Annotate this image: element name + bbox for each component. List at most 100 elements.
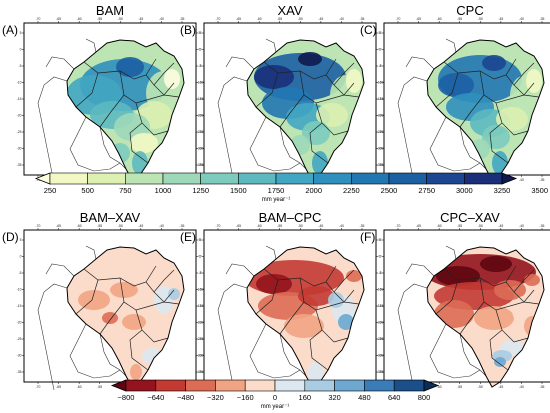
lat-tick-label: -15 [199, 97, 204, 101]
panel-label-c: (C) [360, 23, 377, 37]
country-border [85, 245, 97, 260]
lon-tick-label: -40 [339, 17, 344, 21]
lon-tick-label: -65 [236, 17, 241, 21]
field-contour [482, 125, 510, 149]
colorbar-bin [185, 379, 216, 392]
colorbar-unit: mm year⁻¹ [261, 404, 290, 410]
lon-tick-label: -55 [97, 385, 102, 389]
country-border [265, 245, 277, 260]
lat-tick-label: -20 [17, 114, 22, 118]
lat-tick-label: -15 [17, 97, 22, 101]
state-border [309, 329, 329, 371]
state-border [495, 102, 529, 136]
state-border [145, 269, 175, 293]
colorbar-bin [87, 172, 126, 185]
field-contour [302, 121, 330, 145]
panel-c: (C) CPC -70-70-65-65-60-60-55-55-50-50-4… [360, 3, 550, 184]
lon-tick-label: -65 [56, 224, 61, 228]
panel-label-b: (B) [180, 23, 196, 37]
panel-e: (E) BAM–CPC -70-70-65-65-60-60-55-55-50-… [180, 210, 384, 391]
lat-tick-label: -5 [199, 271, 202, 275]
colorbar-tick-label: 480 [358, 393, 371, 402]
country-outline [246, 39, 365, 181]
state-border [459, 301, 485, 335]
country-border [217, 283, 248, 391]
colorbar-tick-label: 2250 [343, 186, 360, 195]
state-border [315, 309, 349, 343]
panel-label-e: (E) [180, 230, 196, 244]
colorbar-tick-label: 160 [299, 393, 312, 402]
colorbar-tick-label: 750 [119, 186, 132, 195]
lon-tick-label: -50 [118, 224, 123, 228]
lon-tick-label: -50 [298, 17, 303, 21]
map-frame-f: -70-70-65-65-60-60-55-55-50-50-45-45-40-… [377, 224, 550, 391]
field-contour [480, 256, 512, 272]
colorbar-arrow-high [423, 379, 440, 392]
lat-tick-label: -35 [199, 370, 204, 374]
field-contour [308, 362, 324, 382]
lat-tick-label: 0 [200, 255, 202, 259]
country-border [429, 116, 481, 172]
lat-tick-label: 0 [380, 48, 382, 52]
lat-tick-label: 5 [200, 238, 202, 242]
lon-tick-label: -50 [478, 17, 483, 21]
panel-title-a: BAM [96, 3, 124, 18]
lon-tick-label: -35 [360, 17, 365, 21]
colorbar-tick-label: −320 [207, 393, 224, 402]
colorbar-bin [426, 172, 465, 185]
lat-tick-label: -25 [17, 130, 22, 134]
lat-tick-label: -25 [377, 130, 382, 134]
country-border [225, 56, 255, 70]
state-border [153, 289, 175, 303]
country-border [249, 323, 301, 379]
lat-tick-label: -30 [379, 354, 384, 358]
panel-d: (D) BAM–XAV -70-70-65-65-60-60-55-55-50-… [2, 210, 204, 391]
lat-tick-label: 5 [380, 238, 382, 242]
lon-tick-label: -60 [437, 385, 442, 389]
lat-tick-label: -30 [377, 147, 382, 151]
colorbar-bin [125, 172, 164, 185]
colorbar-bin [274, 379, 306, 392]
lat-tick-label: -20 [197, 321, 202, 325]
state-border [489, 122, 509, 164]
lat-tick-label: -25 [377, 337, 382, 341]
country-border [69, 116, 121, 172]
state-border [309, 122, 329, 164]
state-border [153, 82, 175, 96]
country-border [397, 76, 428, 184]
lat-tick-label: 0 [379, 48, 381, 52]
lon-tick-label: -45 [138, 17, 143, 21]
country-border [445, 38, 457, 53]
colorbar-tick-label: −640 [147, 393, 164, 402]
country-border [37, 283, 68, 391]
lon-tick-label: -50 [298, 224, 303, 228]
colorbar-bin [215, 379, 246, 392]
state-border [443, 265, 517, 287]
lat-tick-label: -10 [17, 81, 22, 85]
lat-tick-label: -30 [17, 354, 22, 358]
colorbar-bin [351, 172, 390, 185]
lon-tick-label: -45 [318, 224, 323, 228]
lon-tick-label: -70 [36, 17, 41, 21]
state-border [263, 58, 337, 80]
lon-tick-label: -70 [36, 224, 41, 228]
field-contour [346, 69, 362, 93]
lon-tick-label: -65 [56, 385, 61, 389]
colorbar-bin [313, 172, 352, 185]
lat-tick-label: -5 [378, 64, 381, 68]
colorbar-tick-label: 1000 [155, 186, 172, 195]
state-border [333, 82, 355, 96]
state-border [119, 277, 180, 311]
lon-tick-label: -55 [277, 224, 282, 228]
colorbar-tick-label: 1750 [268, 186, 285, 195]
lon-tick-label: -60 [437, 17, 442, 21]
lon-tick-label: -35 [540, 385, 545, 389]
field-contour [438, 73, 474, 97]
colorbar-totals: 250 500 750 1000 1250 1500 1750 2000 2250 2500 275… [34, 172, 548, 203]
state-border [299, 277, 360, 311]
panel-title-d: BAM–XAV [80, 210, 141, 225]
state-border [333, 289, 355, 303]
lat-tick-label: -25 [379, 337, 384, 341]
lat-tick-label: -20 [199, 114, 204, 118]
lat-tick-label: -15 [199, 304, 204, 308]
